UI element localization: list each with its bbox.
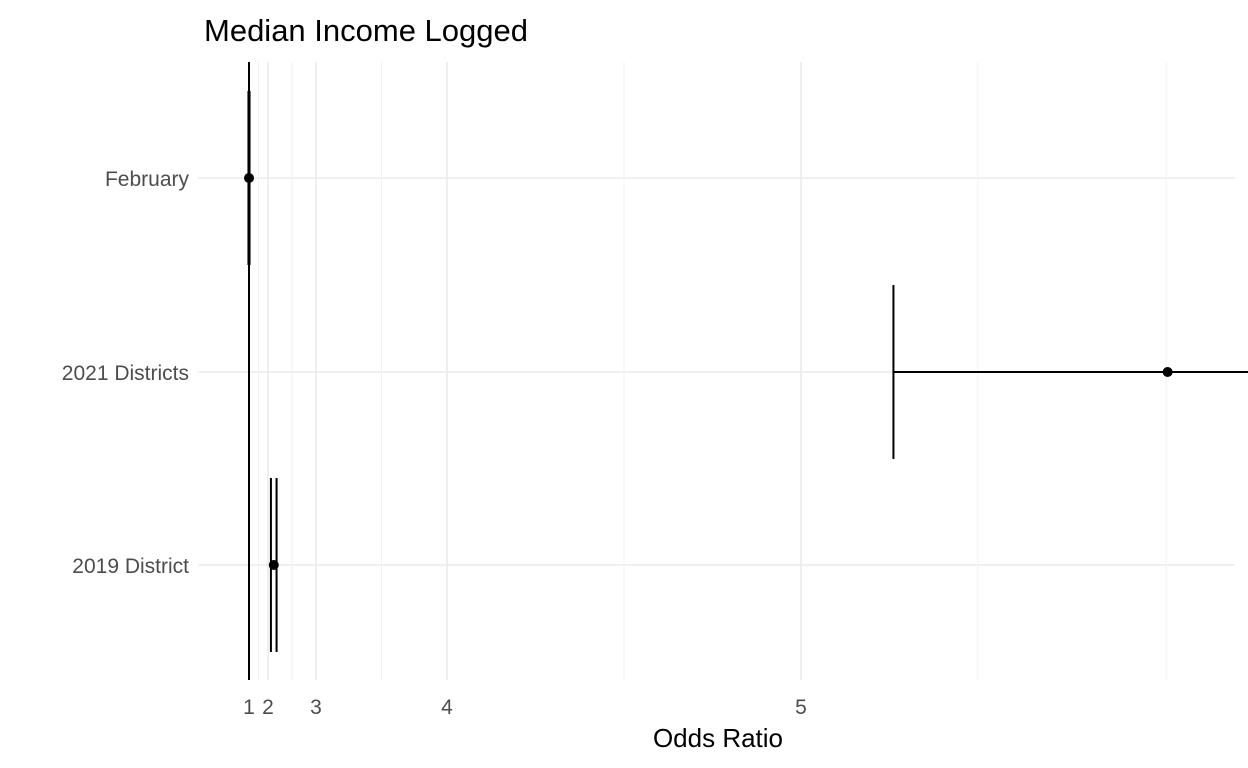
x-tick-label: 5 [795,696,807,719]
point-estimate [1162,367,1173,377]
estimate-0 [244,91,254,265]
y-tick-label: 2021 Districts [62,362,189,385]
point-estimate [244,173,254,183]
x-tick-label: 3 [310,696,322,719]
point-estimate [268,560,279,570]
estimate-2 [268,478,279,652]
estimate-marks [244,91,1248,652]
y-tick-label: February [105,168,190,191]
estimate-1 [892,285,1248,459]
x-tick-label: 4 [441,696,453,719]
y-axis: February 2021 Districts 2019 District [62,168,190,578]
x-tick-label: 2 [262,696,274,719]
x-tick-label: 1 [243,696,255,719]
y-tick-label: 2019 District [72,555,189,578]
chart-title: Median Income Logged [204,13,528,48]
x-axis-label: Odds Ratio [653,723,783,753]
